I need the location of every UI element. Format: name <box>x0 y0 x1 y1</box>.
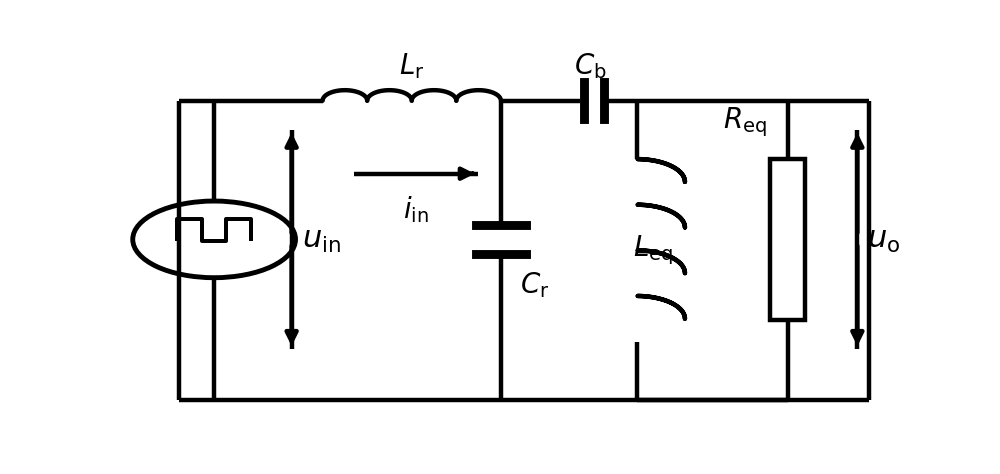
Text: $L_{\rm r}$: $L_{\rm r}$ <box>399 51 424 81</box>
Bar <box>770 159 805 319</box>
Text: $L_{\rm eq}$: $L_{\rm eq}$ <box>633 234 673 267</box>
Text: $u_{\rm o}$: $u_{\rm o}$ <box>867 224 901 255</box>
Text: $C_{\rm r}$: $C_{\rm r}$ <box>520 270 550 300</box>
Text: $R_{\rm eq}$: $R_{\rm eq}$ <box>723 105 767 139</box>
Text: $i_{\rm in}$: $i_{\rm in}$ <box>403 194 428 225</box>
Text: $C_{\rm b}$: $C_{\rm b}$ <box>574 51 606 81</box>
Text: $u_{\rm in}$: $u_{\rm in}$ <box>302 224 341 255</box>
